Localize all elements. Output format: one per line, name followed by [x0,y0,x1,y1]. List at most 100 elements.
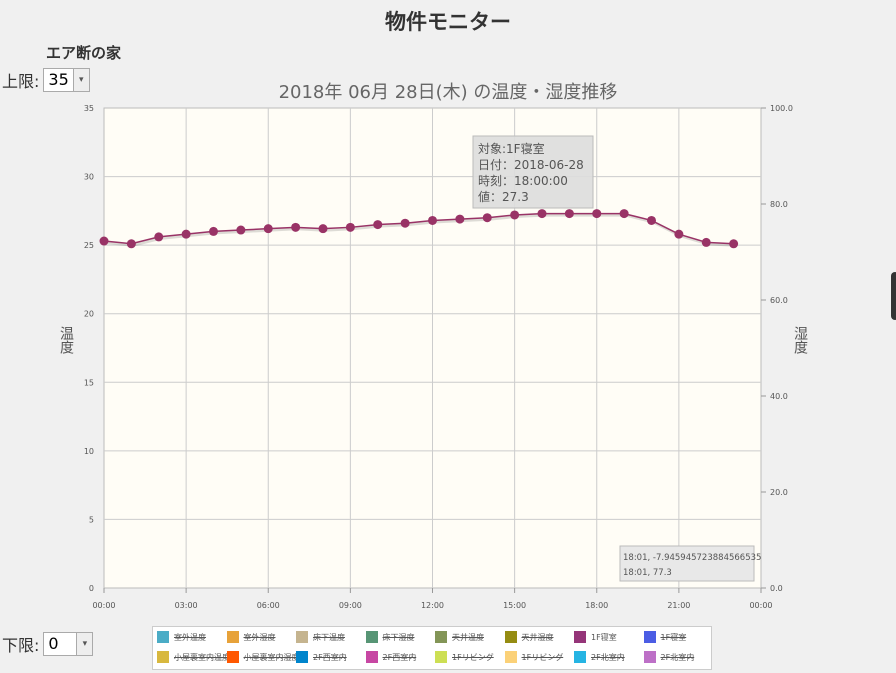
legend-swatch [296,631,308,643]
y-left-tick-label: 30 [84,173,94,182]
tooltip: 対象:1F寝室 日付：2018-06-28 時刻：18:00:00 値：27.3 [472,135,594,209]
legend-swatch [504,631,517,643]
legend-item[interactable]: 1Fリビング [435,651,494,663]
data-point [701,237,711,247]
lower-limit-label: 下限: [2,636,40,655]
legend-item[interactable]: 天井温度 [435,631,484,643]
legend-item[interactable]: 1Fリビング [504,651,563,663]
legend-item[interactable]: 2F北室内 [574,651,625,663]
x-tick-label: 06:00 [257,601,280,610]
legend-item[interactable]: 1F寝室 [643,631,687,643]
legend-label: 天井温度 [452,632,484,642]
legend-label: 2F北室内 [660,652,695,662]
upper-limit-select[interactable]: 35 ▾ [43,68,90,92]
grid-lines [104,108,761,588]
legend-item[interactable]: 2F西室内 [296,651,347,663]
legend-label: 室外湿度 [243,632,276,642]
legend-swatch [643,631,656,643]
tooltip-line-1: 対象:1F寝室 [478,141,545,156]
tooltip-line-2: 日付：2018-06-28 [478,158,584,172]
legend-label: 1F寝室 [660,632,687,642]
data-point [619,209,629,219]
legend-label: 2F西室内 [313,652,347,662]
legend-item[interactable]: 天井湿度 [504,631,554,643]
legend-swatch [365,631,378,643]
tooltip-line-4: 値：27.3 [478,189,529,204]
x-tick-label: 18:00 [585,601,608,610]
data-point [373,220,383,230]
y-right-tick-label: 80.0 [770,200,788,209]
cursor-line-2: 18:01, 77.3 [623,568,672,578]
legend-swatch [574,631,586,643]
legend-label: 2F北室内 [591,652,625,662]
y-right-tick-label: 60.0 [770,296,788,305]
y-right-tick-label: 40.0 [770,392,788,401]
legend-label: 1Fリビング [452,652,494,662]
house-name: エア断の家 [46,44,122,62]
legend-label: 天井湿度 [521,632,554,642]
legend-label: 室外温度 [174,632,206,642]
legend-item[interactable]: 2F西室内 [365,651,416,663]
data-point [154,232,164,242]
chevron-down-icon[interactable]: ▾ [76,633,93,655]
legend-item[interactable]: 2F北室内 [643,651,695,663]
y-right-tick-label: 100.0 [770,104,793,113]
tooltip-line-3: 時刻：18:00:00 [478,174,568,188]
x-tick-label: 00:00 [92,601,115,610]
legend-swatch [435,651,447,663]
x-tick-label: 09:00 [339,601,362,610]
y-axis-label-left: 温度 [58,326,74,354]
legend-item[interactable]: 室外温度 [157,631,206,643]
lower-limit-select[interactable]: 0 ▾ [43,632,94,656]
upper-limit-value: 35 [48,70,69,89]
data-point [537,209,547,219]
legend-item[interactable]: 小屋裏室内湿度 [226,651,300,663]
data-point [510,210,520,220]
legend-item[interactable]: 床下温度 [296,631,345,643]
data-point [647,215,656,225]
legend-label: 小屋裏室内温度 [174,652,230,662]
legend-label: 床下湿度 [382,632,415,642]
legend-swatch [365,651,378,663]
x-tick-label: 21:00 [667,601,690,610]
chart-title: 2018年 06月 28日(木) の温度・湿度推移 [278,82,618,103]
upper-limit-label: 上限: [2,72,40,91]
legend-swatch [643,651,656,663]
legend-item[interactable]: 室外湿度 [226,631,276,643]
data-point [126,239,136,249]
y-right-tick-label: 20.0 [770,488,788,497]
legend-swatch [574,651,586,663]
legend-swatch [226,651,239,663]
y-axis-label-right: 湿度 [792,326,808,354]
y-left-tick-label: 10 [84,447,94,456]
legend-item[interactable]: 小屋裏室内温度 [157,651,230,663]
data-point [592,209,602,219]
lower-limit-value: 0 [48,634,59,653]
cursor-readout: 18:01, -7.945945723884566535 18:01, 77.3 [619,545,761,582]
chart-legend: 室外温度 室外湿度 床下温度 床下湿度 天井温度 天井湿度 1F寝室 1F寝室小屋裏室内温度 小… [152,626,712,670]
data-point [291,222,301,232]
y-left-tick-label: 15 [84,378,94,387]
legend-item[interactable]: 床下湿度 [365,631,415,643]
series-group [99,209,739,249]
x-tick-label: 03:00 [175,601,198,610]
x-tick-label: 12:00 [421,601,444,610]
data-point [455,214,465,224]
x-tick-label: 15:00 [503,601,526,610]
data-point [181,229,191,239]
axes: 00:00 03:00 06:00 09:00 12:00 15:00 18:00 21:00… [84,104,793,610]
legend-swatch [157,651,169,663]
data-point [564,209,574,219]
lower-limit-control: 下限: 0 ▾ [2,632,94,656]
legend-swatch [504,651,517,663]
series-line [103,212,734,245]
legend-label: 小屋裏室内湿度 [243,652,300,662]
data-point [482,213,492,223]
y-right-tick-label: 0.0 [770,584,783,593]
legend-label: 床下温度 [313,632,345,642]
legend-item[interactable]: 1F寝室 [574,631,617,643]
y-left-tick-label: 35 [84,104,94,113]
chevron-down-icon[interactable]: ▾ [72,69,89,91]
side-panel-handle[interactable] [891,272,896,320]
